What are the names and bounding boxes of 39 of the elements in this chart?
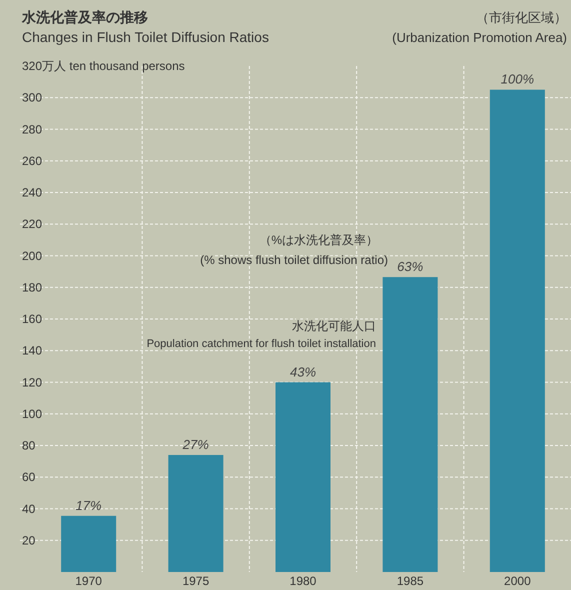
x-tick-label: 1980 <box>290 574 317 588</box>
annotation: 43% <box>290 364 316 380</box>
y-tick-label: 60 <box>22 470 36 484</box>
x-tick-label: 1985 <box>396 574 424 588</box>
y-tick-label: 200 <box>22 248 42 263</box>
y-tick-label: 40 <box>22 502 36 516</box>
y-tick-label: 140 <box>22 344 42 358</box>
bar <box>168 454 224 572</box>
annotation: (% shows flush toilet diffusion ratio) <box>200 253 388 267</box>
chart-subtitle: Changes in Flush Toilet Diffusion Ratios <box>22 29 269 45</box>
y-tick-label: 120 <box>22 375 42 390</box>
bar <box>490 90 545 572</box>
y-tick-label: 260 <box>22 154 42 168</box>
annotation: 100% <box>500 72 534 87</box>
y-tick-label: 280 <box>22 122 42 136</box>
y-tick-label: 180 <box>22 280 42 294</box>
annotation: 63% <box>397 259 424 274</box>
bar <box>61 516 116 572</box>
annotation: 27% <box>182 436 209 452</box>
y-tick-label: 20 <box>22 533 36 548</box>
text: (Urbanization Promotion Area) <box>392 30 567 45</box>
annotation: 水洗化可能人口 <box>292 319 376 333</box>
y-tick-label: 220 <box>22 217 42 232</box>
y-tick-label: 240 <box>22 186 42 200</box>
bar <box>276 382 330 572</box>
annotation: （%は水洗化普及率） <box>259 233 378 247</box>
bar <box>382 277 438 572</box>
x-tick-label: 1975 <box>182 574 210 588</box>
chart-title: 水洗化普及率の推移 <box>21 9 148 25</box>
y-tick-label: 100 <box>22 406 42 421</box>
y-axis-title: 320万人 ten thousand persons <box>22 59 185 73</box>
y-tick-label: 300 <box>22 90 42 105</box>
text: （市街化区域） <box>476 10 567 25</box>
annotation: 17% <box>76 498 102 513</box>
x-tick-label: 2000 <box>504 574 532 588</box>
annotation: Population catchment for flush toilet installation <box>146 338 376 350</box>
y-tick-label: 160 <box>22 312 42 326</box>
x-tick-label: 1970 <box>75 574 102 588</box>
y-tick-label: 80 <box>22 438 36 452</box>
